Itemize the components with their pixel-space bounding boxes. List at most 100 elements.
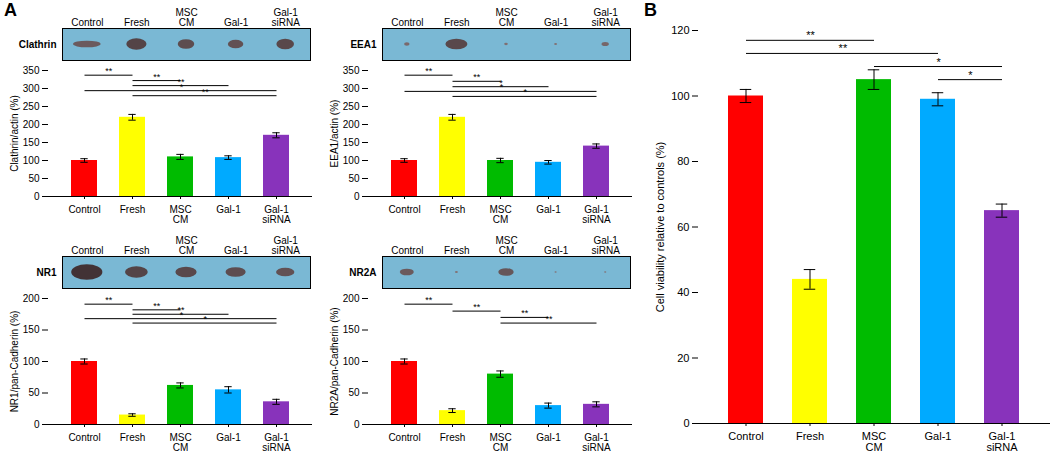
svg-text:*: * [203, 314, 207, 324]
svg-text:50: 50 [348, 173, 360, 184]
svg-text:50: 50 [28, 173, 40, 184]
svg-text:**: ** [425, 295, 433, 305]
svg-text:40: 40 [677, 286, 689, 298]
svg-text:**: ** [806, 29, 815, 41]
svg-text:MSCCM: MSCCM [495, 235, 517, 256]
svg-text:Fresh: Fresh [120, 432, 146, 443]
svg-text:Fresh: Fresh [444, 245, 470, 256]
svg-text:**: ** [105, 66, 113, 76]
svg-text:200: 200 [23, 293, 40, 304]
svg-text:Fresh: Fresh [440, 432, 466, 443]
svg-text:50: 50 [348, 387, 360, 398]
svg-text:20: 20 [677, 352, 689, 364]
svg-text:Control: Control [68, 204, 100, 215]
svg-text:0: 0 [34, 191, 40, 202]
svg-text:Fresh: Fresh [796, 430, 824, 442]
svg-text:**: ** [153, 72, 161, 82]
svg-text:Clathrin/actin (%): Clathrin/actin (%) [9, 95, 20, 172]
svg-text:**: ** [473, 72, 481, 82]
svg-text:EEA1/actin (%): EEA1/actin (%) [329, 100, 340, 168]
svg-text:200: 200 [23, 119, 40, 130]
svg-text:Gal-1: Gal-1 [224, 17, 249, 28]
svg-text:100: 100 [671, 90, 689, 102]
svg-text:MSCCM: MSCCM [169, 204, 191, 225]
svg-text:Gal-1siRNA: Gal-1siRNA [262, 432, 291, 453]
svg-text:MSCCM: MSCCM [489, 432, 511, 453]
svg-text:Gal-1siRNA: Gal-1siRNA [592, 7, 621, 28]
svg-text:100: 100 [343, 155, 360, 166]
svg-text:100: 100 [343, 356, 360, 367]
svg-text:MSCCM: MSCCM [175, 7, 197, 28]
svg-text:250: 250 [343, 101, 360, 112]
svg-text:Control: Control [391, 17, 423, 28]
svg-text:Fresh: Fresh [124, 245, 150, 256]
svg-text:*: * [500, 82, 504, 92]
svg-text:**: ** [839, 42, 848, 54]
svg-text:Control: Control [391, 245, 423, 256]
svg-text:Fresh: Fresh [124, 17, 150, 28]
svg-text:**: ** [521, 308, 529, 318]
svg-text:**: ** [425, 66, 433, 76]
svg-text:350: 350 [343, 65, 360, 76]
svg-text:200: 200 [343, 119, 360, 130]
svg-text:0: 0 [354, 191, 360, 202]
svg-text:*: * [180, 310, 184, 320]
svg-text:NR1/pan-Cadherin (%): NR1/pan-Cadherin (%) [9, 311, 20, 413]
svg-text:120: 120 [671, 24, 689, 36]
svg-text:*: * [523, 87, 527, 97]
svg-text:Gal-1: Gal-1 [216, 432, 241, 443]
svg-text:*: * [936, 56, 941, 68]
svg-text:MSCCM: MSCCM [489, 204, 511, 225]
svg-text:Control: Control [728, 430, 763, 442]
svg-text:Control: Control [71, 17, 103, 28]
svg-text:Gal-1: Gal-1 [536, 432, 561, 443]
svg-text:Gal-1siRNA: Gal-1siRNA [582, 204, 611, 225]
svg-text:100: 100 [23, 155, 40, 166]
svg-text:Control: Control [388, 432, 420, 443]
svg-text:EEA1: EEA1 [350, 39, 377, 50]
svg-text:Gal-1siRNA: Gal-1siRNA [272, 7, 301, 28]
svg-text:0: 0 [34, 419, 40, 430]
svg-text:Gal-1: Gal-1 [536, 204, 561, 215]
svg-text:*: * [180, 82, 184, 92]
svg-text:0: 0 [683, 417, 689, 429]
svg-text:150: 150 [343, 137, 360, 148]
svg-text:**: ** [545, 314, 553, 324]
svg-text:MSCCM: MSCCM [175, 235, 197, 256]
svg-text:NR2A/pan-Cadherin (%): NR2A/pan-Cadherin (%) [329, 307, 340, 415]
svg-text:MSCCM: MSCCM [495, 7, 517, 28]
svg-text:Gal-1: Gal-1 [925, 430, 952, 442]
svg-text:Gal-1: Gal-1 [216, 204, 241, 215]
svg-text:Gal-1siRNA: Gal-1siRNA [272, 235, 301, 256]
svg-text:Fresh: Fresh [444, 17, 470, 28]
svg-text:Control: Control [388, 204, 420, 215]
svg-text:300: 300 [343, 83, 360, 94]
svg-text:350: 350 [23, 65, 40, 76]
svg-text:250: 250 [23, 101, 40, 112]
svg-text:50: 50 [28, 387, 40, 398]
svg-text:80: 80 [677, 155, 689, 167]
svg-text:Clathrin: Clathrin [19, 39, 57, 50]
svg-text:**: ** [153, 301, 161, 311]
svg-text:MSCCM: MSCCM [862, 430, 887, 453]
svg-text:NR2A: NR2A [349, 267, 376, 278]
svg-text:Control: Control [71, 245, 103, 256]
svg-text:300: 300 [23, 83, 40, 94]
svg-text:Control: Control [68, 432, 100, 443]
svg-text:**: ** [105, 295, 113, 305]
svg-text:*: * [968, 69, 973, 81]
svg-text:Cell viability relative to con: Cell viability relative to controls (%) [654, 142, 666, 313]
svg-text:Gal-1: Gal-1 [544, 245, 569, 256]
svg-text:**: ** [473, 302, 481, 312]
svg-text:Gal-1siRNA: Gal-1siRNA [592, 235, 621, 256]
svg-text:Gal-1: Gal-1 [224, 245, 249, 256]
svg-text:Gal-1: Gal-1 [544, 17, 569, 28]
svg-text:NR1: NR1 [36, 267, 56, 278]
svg-text:200: 200 [343, 293, 360, 304]
svg-text:MSCCM: MSCCM [169, 432, 191, 453]
svg-text:Fresh: Fresh [440, 204, 466, 215]
svg-text:60: 60 [677, 221, 689, 233]
svg-text:Gal-1siRNA: Gal-1siRNA [582, 432, 611, 453]
svg-text:Gal-1siRNA: Gal-1siRNA [262, 204, 291, 225]
svg-text:150: 150 [343, 324, 360, 335]
